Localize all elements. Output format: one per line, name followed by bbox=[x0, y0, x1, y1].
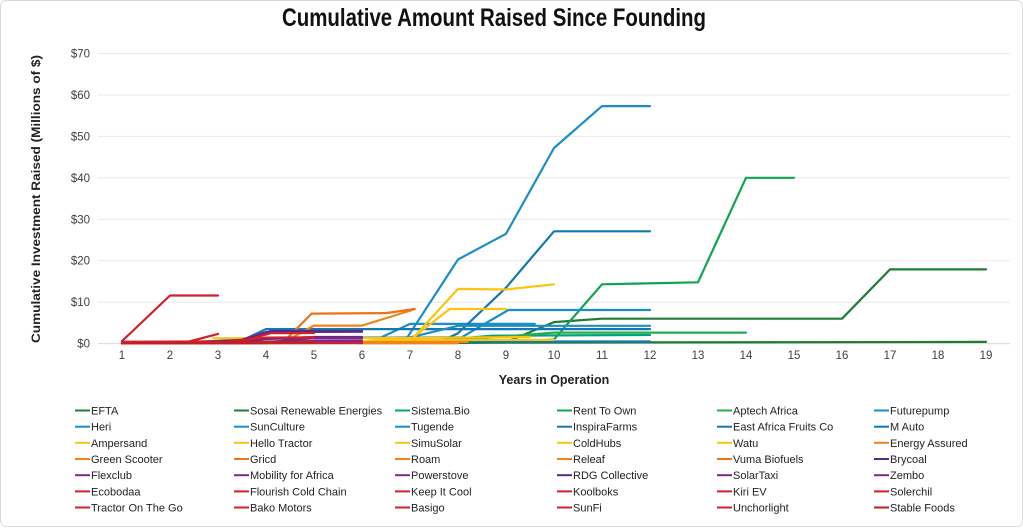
svg-text:RDG Collective: RDG Collective bbox=[573, 470, 648, 482]
svg-text:Koolboks: Koolboks bbox=[573, 486, 619, 498]
svg-text:$50: $50 bbox=[71, 131, 90, 143]
svg-text:9: 9 bbox=[503, 350, 509, 362]
svg-text:SolarTaxi: SolarTaxi bbox=[733, 470, 778, 482]
svg-text:Vuma Biofuels: Vuma Biofuels bbox=[733, 454, 804, 466]
svg-text:1: 1 bbox=[119, 350, 125, 362]
svg-text:15: 15 bbox=[788, 350, 801, 362]
svg-text:Futurepump: Futurepump bbox=[890, 406, 949, 418]
svg-text:10: 10 bbox=[548, 350, 561, 362]
svg-text:Hello Tractor: Hello Tractor bbox=[250, 438, 313, 450]
svg-text:18: 18 bbox=[932, 350, 945, 362]
svg-text:$70: $70 bbox=[71, 49, 90, 61]
svg-text:Kiri EV: Kiri EV bbox=[733, 486, 767, 498]
svg-text:8: 8 bbox=[455, 350, 461, 362]
svg-text:3: 3 bbox=[215, 350, 221, 362]
svg-text:Flourish Cold Chain: Flourish Cold Chain bbox=[250, 486, 347, 498]
svg-text:11: 11 bbox=[596, 350, 608, 362]
svg-text:Gricd: Gricd bbox=[250, 454, 276, 466]
svg-text:Roam: Roam bbox=[411, 454, 440, 466]
svg-text:SunCulture: SunCulture bbox=[250, 422, 305, 434]
svg-text:Sistema.Bio: Sistema.Bio bbox=[411, 406, 470, 418]
svg-text:ColdHubs: ColdHubs bbox=[573, 438, 622, 450]
svg-text:$20: $20 bbox=[71, 256, 90, 268]
svg-text:Mobility for Africa: Mobility for Africa bbox=[250, 470, 335, 482]
svg-text:$30: $30 bbox=[71, 214, 90, 226]
svg-text:Brycoal: Brycoal bbox=[890, 454, 927, 466]
svg-text:13: 13 bbox=[692, 350, 705, 362]
svg-text:M Auto: M Auto bbox=[890, 422, 924, 434]
svg-text:East Africa Fruits Co: East Africa Fruits Co bbox=[733, 422, 833, 434]
svg-text:Tractor On The Go: Tractor On The Go bbox=[91, 503, 183, 515]
svg-text:EFTA: EFTA bbox=[91, 406, 119, 418]
svg-text:$0: $0 bbox=[77, 339, 90, 351]
svg-text:Releaf: Releaf bbox=[573, 454, 606, 466]
svg-text:4: 4 bbox=[263, 350, 270, 362]
svg-text:Aptech Africa: Aptech Africa bbox=[733, 406, 799, 418]
svg-text:Bako Motors: Bako Motors bbox=[250, 503, 312, 515]
svg-text:16: 16 bbox=[836, 350, 849, 362]
svg-text:Cumulative Investment Raised (: Cumulative Investment Raised (Millions o… bbox=[29, 55, 43, 343]
svg-text:14: 14 bbox=[740, 350, 753, 362]
svg-text:SimuSolar: SimuSolar bbox=[411, 438, 462, 450]
svg-text:Ampersand: Ampersand bbox=[91, 438, 147, 450]
svg-text:Basigo: Basigo bbox=[411, 503, 445, 515]
svg-text:$40: $40 bbox=[71, 173, 90, 185]
svg-text:19: 19 bbox=[980, 350, 993, 362]
svg-text:Rent To Own: Rent To Own bbox=[573, 406, 636, 418]
svg-text:Zembo: Zembo bbox=[890, 470, 924, 482]
svg-text:$10: $10 bbox=[71, 297, 90, 309]
svg-text:12: 12 bbox=[644, 350, 657, 362]
svg-text:Keep It Cool: Keep It Cool bbox=[411, 486, 472, 498]
svg-text:Flexclub: Flexclub bbox=[91, 470, 132, 482]
svg-text:17: 17 bbox=[884, 350, 897, 362]
svg-text:5: 5 bbox=[311, 350, 317, 362]
svg-text:$60: $60 bbox=[71, 90, 90, 102]
svg-text:Tugende: Tugende bbox=[411, 422, 454, 434]
svg-text:Cumulative Amount Raised Since: Cumulative Amount Raised Since Founding bbox=[282, 4, 706, 32]
svg-text:Stable Foods: Stable Foods bbox=[890, 503, 955, 515]
svg-text:Green Scooter: Green Scooter bbox=[91, 454, 163, 466]
svg-text:Solerchil: Solerchil bbox=[890, 486, 932, 498]
svg-text:2: 2 bbox=[167, 350, 173, 362]
svg-text:Sosai Renewable Energies: Sosai Renewable Energies bbox=[250, 406, 383, 418]
svg-text:Watu: Watu bbox=[733, 438, 758, 450]
svg-text:Powerstove: Powerstove bbox=[411, 470, 468, 482]
svg-text:7: 7 bbox=[407, 350, 413, 362]
svg-text:Heri: Heri bbox=[91, 422, 111, 434]
svg-text:Years in Operation: Years in Operation bbox=[499, 373, 609, 387]
svg-text:SunFi: SunFi bbox=[573, 503, 602, 515]
svg-text:6: 6 bbox=[359, 350, 365, 362]
svg-text:InspiraFarms: InspiraFarms bbox=[573, 422, 638, 434]
svg-text:Ecobodaa: Ecobodaa bbox=[91, 486, 141, 498]
svg-text:Energy Assured: Energy Assured bbox=[890, 438, 968, 450]
svg-text:Unchorlight: Unchorlight bbox=[733, 503, 789, 515]
